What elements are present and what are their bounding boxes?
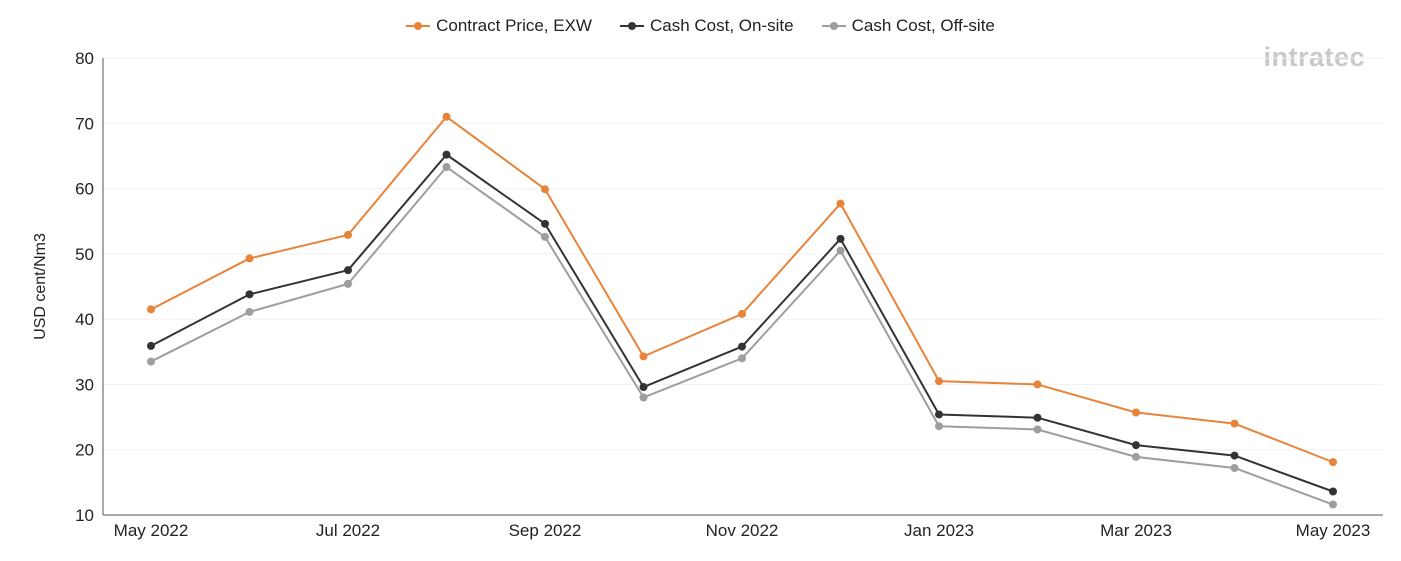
- data-point: [1329, 458, 1337, 467]
- data-point: [1230, 463, 1239, 472]
- y-tick-label: 30: [75, 375, 94, 394]
- data-point: [147, 305, 155, 314]
- data-point: [935, 377, 943, 386]
- data-point: [442, 163, 451, 172]
- x-tick-label: Jan 2023: [904, 521, 974, 540]
- data-point: [836, 199, 845, 208]
- data-point: [344, 266, 352, 275]
- y-tick-label: 40: [75, 310, 94, 329]
- data-point: [344, 279, 352, 288]
- data-point: [245, 290, 254, 299]
- data-point: [738, 309, 746, 318]
- x-tick-label: Mar 2023: [1100, 521, 1172, 540]
- intratec-logo: intratec: [1263, 42, 1365, 73]
- data-point: [1033, 425, 1042, 434]
- data-point: [1033, 380, 1042, 389]
- data-point: [147, 357, 155, 366]
- data-point: [935, 410, 943, 419]
- x-tick-label: Sep 2022: [509, 521, 582, 540]
- gridlines: [103, 57, 1383, 451]
- data-point: [541, 219, 549, 228]
- x-tick-label: Nov 2022: [706, 521, 779, 540]
- data-point: [541, 232, 549, 241]
- y-tick-label: 50: [75, 245, 94, 264]
- data-point: [935, 422, 943, 431]
- data-point: [639, 393, 648, 402]
- y-tick-label: 60: [75, 180, 94, 199]
- data-point: [836, 234, 845, 243]
- y-tick-label: 80: [75, 49, 94, 68]
- data-point: [738, 354, 746, 363]
- data-point: [442, 112, 451, 121]
- data-point: [1329, 487, 1337, 496]
- x-tick-label: May 2022: [114, 521, 189, 540]
- data-point: [1329, 500, 1337, 509]
- series-line-2: [150, 166, 1334, 506]
- y-tick-label: 10: [75, 506, 94, 525]
- data-point: [639, 352, 648, 361]
- axes: [102, 58, 1383, 516]
- x-tick-label: May 2023: [1296, 521, 1371, 540]
- logo-text: intratec: [1263, 42, 1365, 72]
- data-point: [1132, 441, 1140, 450]
- y-tick-label: 20: [75, 441, 94, 460]
- data-points: [147, 112, 1337, 509]
- data-point: [442, 150, 451, 159]
- series-line-1: [150, 153, 1334, 493]
- data-point: [245, 307, 254, 316]
- y-axis-label: USD cent/Nm3: [32, 233, 49, 340]
- data-point: [245, 254, 254, 263]
- data-point: [639, 383, 648, 392]
- data-point: [836, 246, 845, 255]
- axis-labels: 10 20 30 40 50 60 70 80 May 2022 Jul 2022 Sep 2022…: [32, 49, 1370, 540]
- data-point: [344, 230, 352, 239]
- data-point: [147, 341, 155, 350]
- data-point: [1033, 413, 1042, 422]
- data-point: [738, 342, 746, 351]
- y-tick-label: 70: [75, 114, 94, 133]
- data-point: [541, 185, 549, 194]
- data-point: [1132, 452, 1140, 461]
- x-tick-label: Jul 2022: [316, 521, 380, 540]
- data-point: [1230, 451, 1239, 460]
- data-point: [1132, 408, 1140, 417]
- data-point: [1230, 419, 1239, 428]
